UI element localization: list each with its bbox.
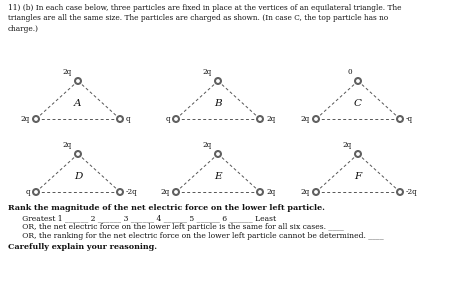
Text: A: A — [74, 99, 82, 108]
Text: 2q: 2q — [161, 188, 170, 196]
Text: 11) (b) In each case below, three particles are fixed in place at the vertices o: 11) (b) In each case below, three partic… — [8, 4, 401, 33]
Circle shape — [398, 190, 402, 194]
Circle shape — [34, 117, 38, 121]
Text: C: C — [354, 99, 362, 108]
Circle shape — [356, 79, 360, 83]
Circle shape — [116, 115, 124, 123]
Text: 2q: 2q — [301, 188, 310, 196]
Circle shape — [314, 117, 318, 121]
Text: 0: 0 — [347, 68, 352, 76]
Text: -2q: -2q — [126, 188, 138, 196]
Circle shape — [74, 150, 82, 158]
Circle shape — [32, 188, 40, 196]
Text: 2q: 2q — [21, 115, 30, 123]
Text: 2q: 2q — [301, 115, 310, 123]
Text: -2q: -2q — [406, 188, 418, 196]
Text: 2q: 2q — [63, 141, 72, 149]
Circle shape — [118, 190, 122, 194]
Text: 2q: 2q — [203, 141, 212, 149]
Circle shape — [32, 115, 40, 123]
Text: B: B — [214, 99, 222, 108]
Text: 2q: 2q — [266, 115, 275, 123]
Text: E: E — [214, 172, 222, 181]
Circle shape — [396, 115, 404, 123]
Circle shape — [258, 190, 262, 194]
Circle shape — [256, 115, 264, 123]
Circle shape — [118, 117, 122, 121]
Circle shape — [396, 188, 404, 196]
Circle shape — [354, 77, 362, 85]
Circle shape — [216, 79, 220, 83]
Circle shape — [174, 190, 178, 194]
Text: Greatest 1 ______ 2 ______ 3 ______ 4 ______ 5 ______ 6 ______ Least: Greatest 1 ______ 2 ______ 3 ______ 4 __… — [8, 214, 276, 222]
Circle shape — [398, 117, 402, 121]
Circle shape — [76, 79, 80, 83]
Circle shape — [214, 150, 222, 158]
Text: 2q: 2q — [63, 68, 72, 76]
Circle shape — [34, 190, 38, 194]
Text: 2q: 2q — [266, 188, 275, 196]
Text: q: q — [26, 188, 30, 196]
Circle shape — [256, 188, 264, 196]
Text: Rank the magnitude of the net electric force on the lower left particle.: Rank the magnitude of the net electric f… — [8, 204, 325, 212]
Text: q: q — [126, 115, 131, 123]
Circle shape — [258, 117, 262, 121]
Circle shape — [214, 77, 222, 85]
Text: F: F — [355, 172, 362, 181]
Text: D: D — [74, 172, 82, 181]
Circle shape — [172, 188, 180, 196]
Circle shape — [74, 77, 82, 85]
Text: 2q: 2q — [203, 68, 212, 76]
Circle shape — [312, 188, 320, 196]
Text: OR, the net electric force on the lower left particle is the same for all six ca: OR, the net electric force on the lower … — [8, 223, 344, 231]
Text: -q: -q — [406, 115, 413, 123]
Circle shape — [172, 115, 180, 123]
Circle shape — [312, 115, 320, 123]
Text: 2q: 2q — [343, 141, 352, 149]
Circle shape — [216, 152, 220, 156]
Circle shape — [314, 190, 318, 194]
Circle shape — [116, 188, 124, 196]
Circle shape — [356, 152, 360, 156]
Text: OR, the ranking for the net electric force on the lower left particle cannot be : OR, the ranking for the net electric for… — [8, 232, 384, 240]
Text: q: q — [165, 115, 170, 123]
Text: Carefully explain your reasoning.: Carefully explain your reasoning. — [8, 243, 157, 251]
Circle shape — [76, 152, 80, 156]
Circle shape — [354, 150, 362, 158]
Circle shape — [174, 117, 178, 121]
